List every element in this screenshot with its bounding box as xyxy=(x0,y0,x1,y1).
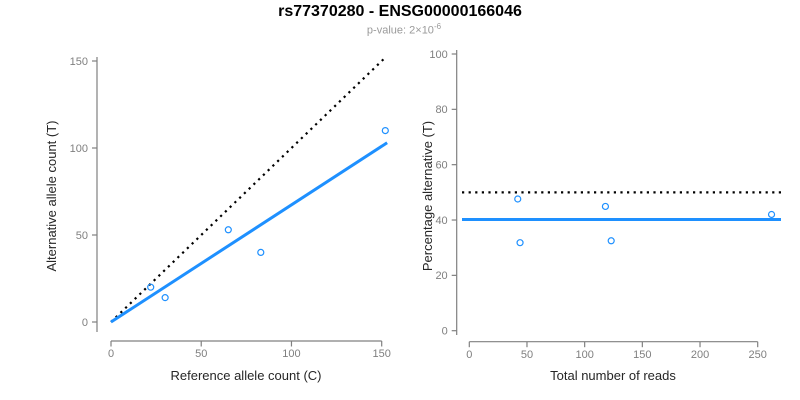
left-yaxis-title: Alternative allele count (T) xyxy=(44,120,59,272)
y-tick-label: 50 xyxy=(76,230,88,242)
pvalue-base: 10 xyxy=(421,24,434,37)
y-tick-label: 80 xyxy=(435,104,447,116)
x-tick-label: 150 xyxy=(373,348,391,360)
y-tick-label: 0 xyxy=(82,317,88,329)
pvalue-prefix: p-value: xyxy=(366,24,410,37)
right-xaxis-title: Total number of reads xyxy=(550,368,676,383)
x-tick-label: 100 xyxy=(575,349,593,361)
identity-line xyxy=(110,56,387,323)
y-tick-label: 100 xyxy=(429,49,447,61)
x-tick-label: 50 xyxy=(521,349,533,361)
y-tick-label: 60 xyxy=(435,159,447,171)
figure-subtitle: p-value: 2×10-6 xyxy=(0,22,800,37)
data-point xyxy=(257,248,265,256)
y-tick-label: 40 xyxy=(435,215,447,227)
right-yaxis-title: Percentage alternative (T) xyxy=(420,120,435,272)
data-point xyxy=(767,210,776,219)
x-tick-label: 200 xyxy=(691,349,709,361)
y-tick-label: 0 xyxy=(442,326,448,338)
pvalue-exponent: -6 xyxy=(433,22,442,31)
data-point xyxy=(381,127,389,135)
data-point xyxy=(161,294,169,302)
fit-line xyxy=(110,141,388,324)
multiply-sign: × xyxy=(415,24,422,37)
data-point xyxy=(607,237,615,245)
data-point xyxy=(516,239,524,247)
pvalue-mantissa: 2 xyxy=(409,24,416,37)
y-tick-label: 20 xyxy=(435,270,447,282)
x-tick-label: 250 xyxy=(749,349,767,361)
x-tick-label: 0 xyxy=(108,348,114,360)
y-tick-label: 100 xyxy=(70,143,88,155)
left-xaxis-title: Reference allele count (C) xyxy=(170,368,322,383)
data-point xyxy=(514,195,522,203)
data-point xyxy=(147,283,155,291)
data-point xyxy=(224,226,232,234)
x-tick-label: 150 xyxy=(633,349,651,361)
figure-title: rs77370280 - ENSG00000166046 xyxy=(278,3,522,20)
data-point xyxy=(601,202,610,211)
x-tick-label: 0 xyxy=(466,349,472,361)
x-tick-label: 50 xyxy=(195,348,207,360)
x-tick-label: 100 xyxy=(282,348,300,360)
y-tick-label: 150 xyxy=(70,56,88,68)
